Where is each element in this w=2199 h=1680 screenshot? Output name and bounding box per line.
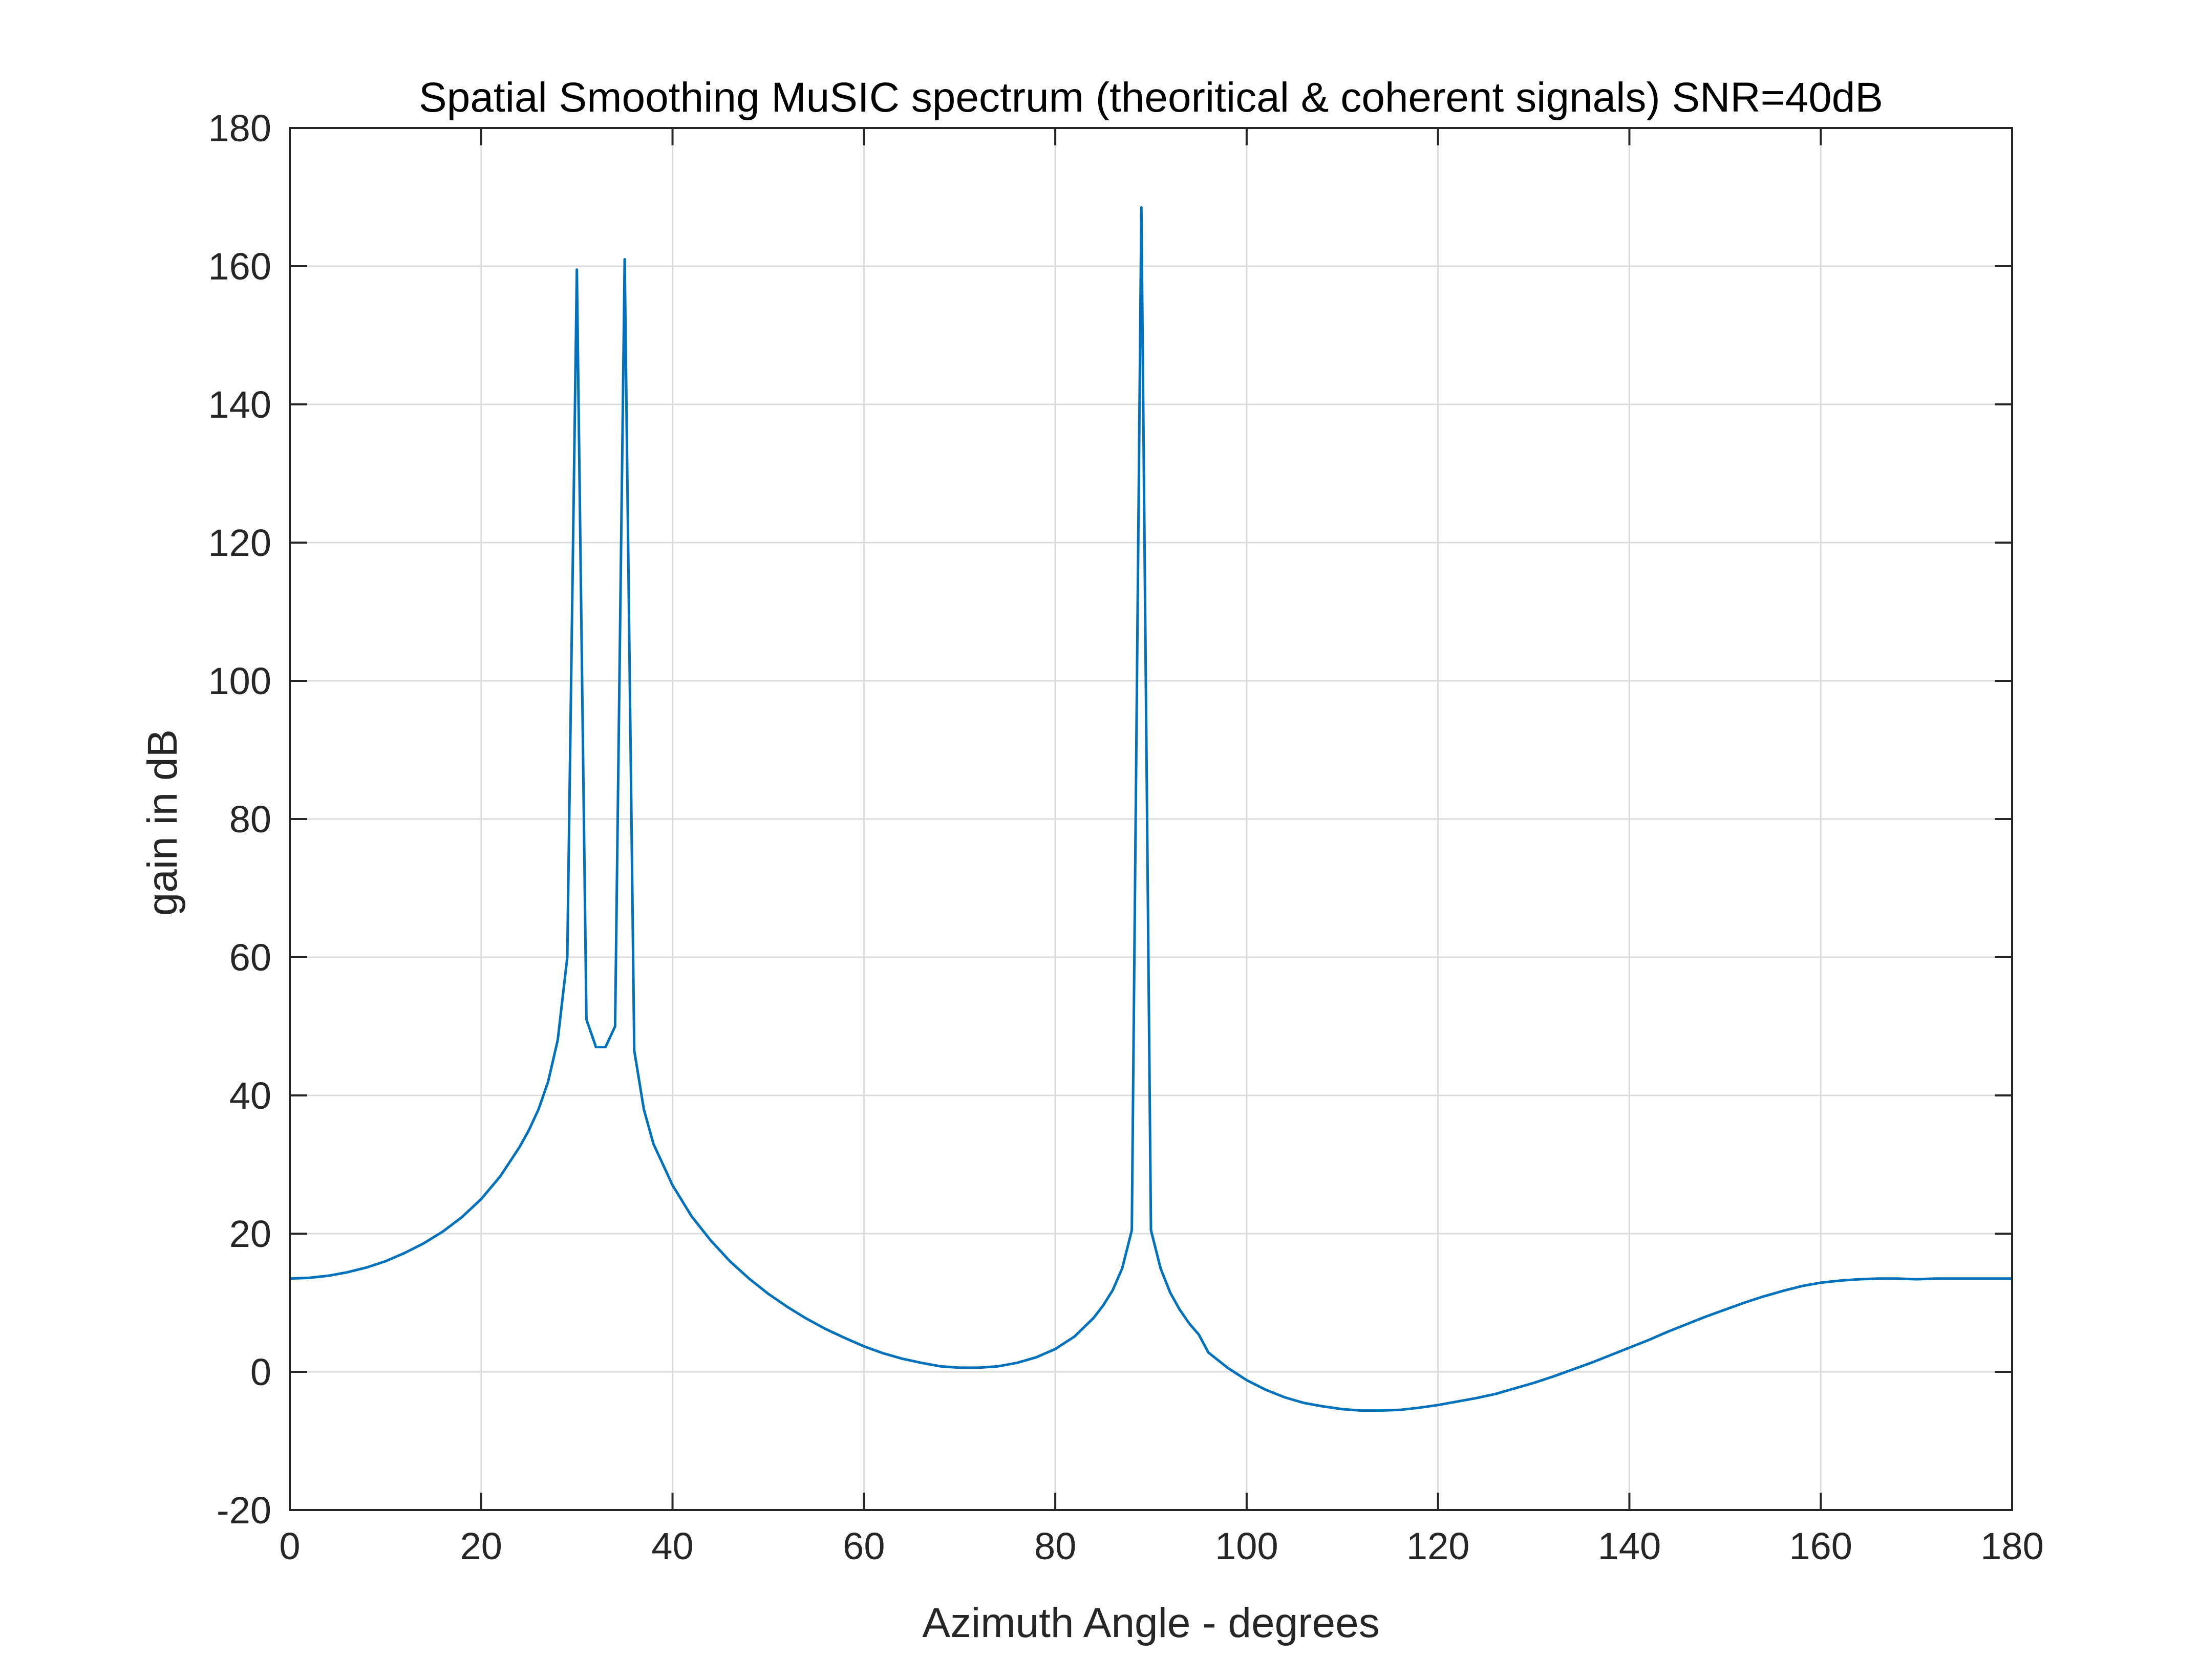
y-tick-label: 40 <box>229 1074 271 1117</box>
y-tick-label: -20 <box>217 1489 271 1532</box>
labels-layer: 0 20 40 60 80 100 120 140 160 180-200204060801001… <box>208 107 2044 1567</box>
x-tick-label: 100 <box>1215 1525 1278 1567</box>
x-tick-label: 160 <box>1789 1525 1852 1567</box>
y-tick-label: 20 <box>229 1213 271 1255</box>
x-tick-label: 180 <box>1980 1525 2043 1567</box>
y-tick-label: 180 <box>208 107 271 149</box>
x-tick-label: 20 <box>460 1525 502 1567</box>
axes-layer <box>289 127 2013 1511</box>
x-tick-label: 60 <box>843 1525 885 1567</box>
x-tick-label: 120 <box>1406 1525 1469 1567</box>
y-tick-label: 80 <box>229 798 271 841</box>
y-tick-label: 120 <box>208 522 271 564</box>
y-tick-label: 160 <box>208 245 271 288</box>
x-axis-title: Azimuth Angle - degrees <box>922 1600 1379 1646</box>
x-tick-label: 140 <box>1598 1525 1661 1567</box>
chart-title: Spatial Smoothing MuSIC spectrum (theori… <box>419 74 1883 121</box>
x-tick-label: 0 <box>279 1525 300 1567</box>
y-tick-label: 0 <box>250 1351 271 1393</box>
y-tick-label: 140 <box>208 383 271 426</box>
x-tick-label: 40 <box>651 1525 693 1567</box>
series-layer <box>290 206 2012 1412</box>
y-axis-title: gain in dB <box>139 729 186 916</box>
grid-layer <box>290 128 2012 1510</box>
series-line-0 <box>290 206 2012 1412</box>
x-tick-label: 80 <box>1034 1525 1076 1567</box>
y-tick-label: 100 <box>208 660 271 702</box>
y-tick-label: 60 <box>229 936 271 979</box>
